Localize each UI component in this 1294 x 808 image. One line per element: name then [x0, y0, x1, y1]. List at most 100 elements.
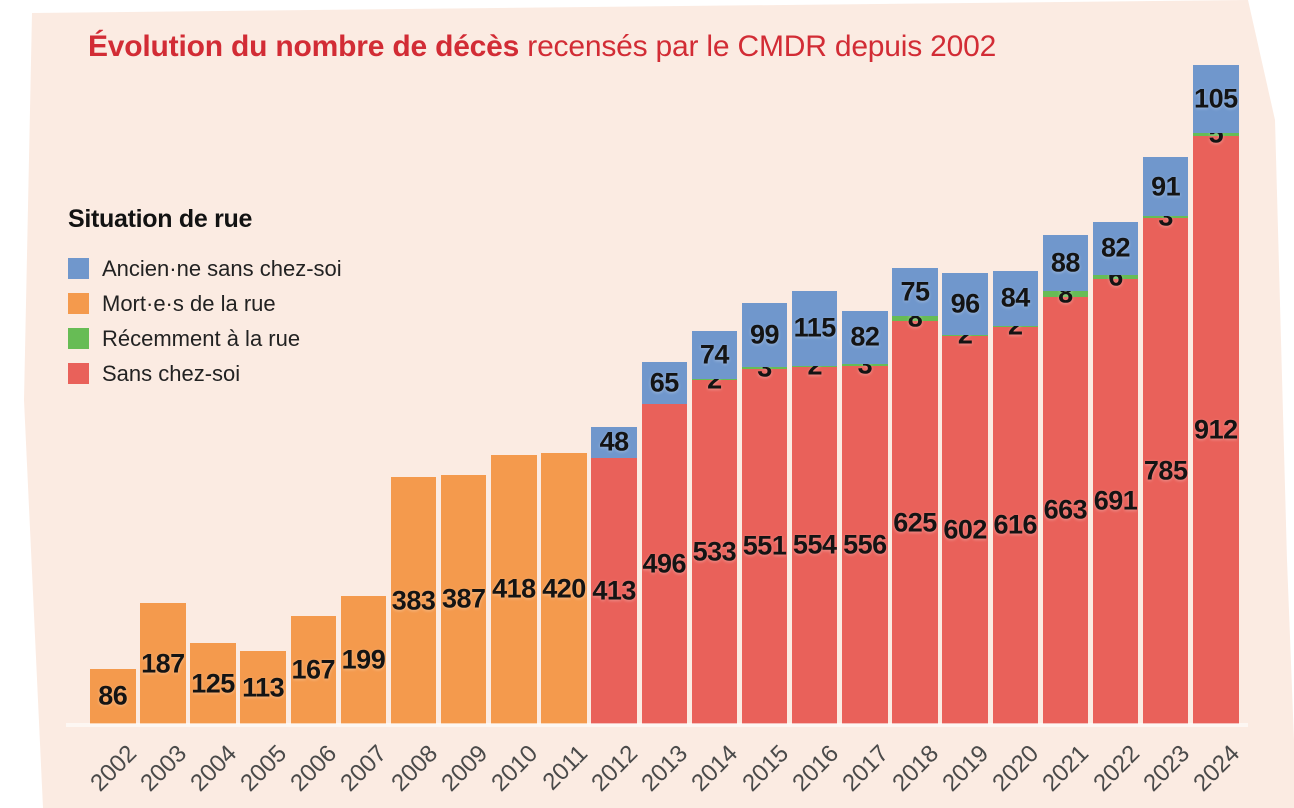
x-axis-label-2015: 2015	[736, 740, 794, 797]
chart-title-emphasis: Évolution du nombre de décès	[88, 30, 520, 63]
value-label-ancien-2021: 88	[1050, 247, 1081, 278]
bar-segment-mort-2008	[390, 477, 437, 724]
bar-segment-ancien-2020	[992, 271, 1039, 326]
bar-segment-sans-2018	[892, 321, 938, 724]
bar-segment-recent-2022	[1092, 274, 1139, 279]
x-axis-label-2019: 2019	[937, 740, 995, 797]
x-axis-label-2012: 2012	[586, 740, 644, 797]
bar-segment-sans-2013	[641, 404, 688, 724]
bar-segment-ancien-2023	[1142, 157, 1189, 216]
bar-segment-ancien-2019	[942, 272, 988, 335]
value-label-mort-2011: 420	[542, 573, 586, 604]
chart-title-rest: recensés par le CMDR depuis 2002	[519, 30, 997, 63]
x-axis-label-2003: 2003	[135, 740, 192, 797]
x-axis-label-2020: 2020	[987, 740, 1045, 797]
value-label-sans-2014: 533	[692, 536, 737, 567]
bar-segment-ancien-2022	[1092, 221, 1139, 275]
bar-segment-sans-2020	[992, 326, 1039, 724]
bar-segment-sans-2012	[591, 457, 637, 724]
value-label-mort-2003: 187	[141, 648, 185, 679]
bar-segment-sans-2021	[1042, 296, 1089, 724]
bar-segment-recent-2016	[791, 365, 838, 367]
value-label-sans-2013: 496	[642, 548, 687, 579]
bar-segment-ancien-2024	[1193, 65, 1239, 133]
x-axis-label-2010: 2010	[486, 740, 543, 797]
value-label-sans-2019: 602	[943, 514, 987, 545]
bar-segment-recent-2023	[1142, 215, 1189, 218]
legend-item-recent: Récemment à la rue	[68, 321, 342, 356]
x-axis-label-2006: 2006	[285, 740, 343, 797]
bar-segment-sans-2019	[942, 335, 988, 724]
value-label-sans-2024: 912	[1194, 414, 1238, 445]
bar-segment-sans-2023	[1142, 217, 1189, 724]
x-axis-label-2005: 2005	[235, 740, 293, 797]
value-label-sans-2015: 551	[742, 530, 787, 561]
legend-label: Mort·e·s de la rue	[102, 290, 276, 316]
bar-segment-sans-2024	[1193, 136, 1239, 724]
value-label-mort-2005: 113	[242, 672, 285, 703]
bar-segment-recent-2017	[842, 363, 888, 366]
value-label-mort-2004: 125	[191, 668, 235, 699]
x-axis-label-2013: 2013	[636, 740, 694, 797]
bar-segment-ancien-2015	[741, 303, 788, 367]
chart-title: Évolution du nombre de décès recensés pa…	[88, 30, 996, 64]
value-label-ancien-2024: 105	[1194, 83, 1238, 114]
x-axis-label-2021: 2021	[1037, 740, 1095, 797]
value-label-mort-2009: 387	[441, 583, 486, 614]
bar-segment-recent-2020	[992, 325, 1039, 327]
legend-swatch-recent	[68, 328, 89, 349]
bar-segment-ancien-2014	[691, 331, 738, 380]
bar-segment-mort-2004	[190, 643, 236, 724]
x-axis-label-2004: 2004	[185, 740, 243, 797]
legend-label: Ancien·ne sans chez-soi	[102, 255, 342, 281]
value-label-mort-2008: 383	[391, 585, 436, 616]
value-label-ancien-2018: 75	[900, 276, 930, 307]
bar-segment-mort-2006	[290, 616, 337, 724]
x-axis-label-2014: 2014	[686, 740, 744, 797]
x-axis-label-2017: 2017	[837, 740, 894, 797]
x-axis-label-2007: 2007	[335, 740, 393, 797]
bar-segment-ancien-2013	[641, 362, 688, 405]
value-label-ancien-2019: 96	[950, 288, 981, 319]
bar-segment-sans-2017	[842, 365, 888, 724]
legend-item-sans: Sans chez-soi	[68, 356, 342, 391]
value-label-ancien-2017: 82	[850, 321, 880, 352]
value-label-mort-2006: 167	[291, 654, 336, 685]
bar-segment-ancien-2018	[892, 267, 938, 316]
x-axis-label-2009: 2009	[435, 740, 493, 797]
value-label-ancien-2014: 74	[699, 339, 730, 370]
bar-segment-recent-2019	[942, 334, 988, 336]
value-label-ancien-2020: 84	[1000, 282, 1031, 313]
bar-segment-sans-2022	[1092, 278, 1139, 724]
legend-heading: Situation de rue	[68, 205, 253, 233]
value-label-ancien-2012: 48	[599, 426, 630, 457]
value-label-sans-2021: 663	[1043, 494, 1088, 525]
bar-segment-mort-2003	[140, 603, 186, 724]
legend: Situation de rue Ancien·ne sans chez-soi…	[68, 205, 342, 391]
bar-segment-mort-2002	[90, 668, 136, 724]
legend-item-mort: Mort·e·s de la rue	[68, 286, 342, 321]
value-label-sans-2020: 616	[993, 509, 1038, 540]
x-axis-label-2023: 2023	[1137, 740, 1195, 797]
value-label-mort-2010: 418	[492, 573, 536, 604]
value-label-sans-2023: 785	[1143, 455, 1188, 486]
legend-swatch-mort	[68, 293, 89, 314]
value-label-mort-2007: 199	[341, 644, 386, 675]
legend-swatch-ancien	[68, 258, 89, 279]
x-axis-label-2018: 2018	[887, 740, 945, 797]
bar-segment-mort-2005	[240, 651, 286, 724]
bar-segment-ancien-2012	[591, 426, 637, 458]
bar-segment-sans-2016	[791, 366, 838, 724]
value-label-sans-2018: 625	[893, 507, 937, 538]
bar-segment-recent-2018	[892, 315, 938, 322]
value-label-mort-2002: 86	[98, 680, 128, 711]
x-axis-label-2011: 2011	[537, 740, 594, 796]
bar-segment-mort-2010	[491, 454, 537, 724]
legend-swatch-sans	[68, 363, 89, 384]
bar-segment-recent-2024	[1193, 132, 1239, 137]
x-axis-label-2024: 2024	[1188, 740, 1245, 797]
bar-segment-sans-2015	[741, 368, 788, 724]
legend-label: Récemment à la rue	[102, 325, 301, 351]
bar-segment-recent-2021	[1042, 291, 1089, 297]
